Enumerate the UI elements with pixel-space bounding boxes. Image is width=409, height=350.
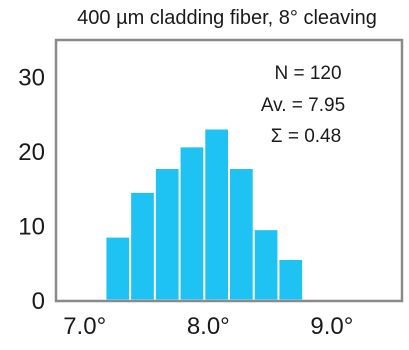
- histogram-bar: [254, 230, 278, 300]
- histogram-bar: [180, 147, 204, 300]
- x-tick-label: 8.0°: [187, 313, 230, 340]
- annotation-count: N = 120: [274, 63, 341, 84]
- x-tick-label: 9.0°: [310, 313, 353, 340]
- bars-group: [106, 129, 303, 300]
- y-ticks-group: 0 10 20 30: [18, 64, 45, 315]
- y-tick-label: 30: [18, 64, 45, 91]
- annotation-sigma: Σ = 0.48: [271, 126, 341, 147]
- chart-title: 400 µm cladding fiber, 8° cleaving: [77, 7, 377, 29]
- x-tick-label: 7.0°: [63, 313, 106, 340]
- y-tick-label: 20: [18, 139, 45, 166]
- histogram-bar: [106, 237, 130, 300]
- y-tick-label: 0: [32, 288, 45, 315]
- stats-annotations: N = 120 Av. = 7.95 Σ = 0.48: [261, 63, 345, 147]
- histogram-bar: [279, 259, 303, 300]
- y-tick-label: 10: [18, 213, 45, 240]
- histogram-bar: [230, 169, 253, 300]
- histogram-bar: [155, 169, 179, 300]
- annotation-average: Av. = 7.95: [261, 95, 345, 116]
- histogram-bar: [205, 129, 228, 300]
- histogram-bar: [131, 192, 154, 300]
- x-ticks-group: 7.0° 8.0° 9.0°: [63, 313, 353, 340]
